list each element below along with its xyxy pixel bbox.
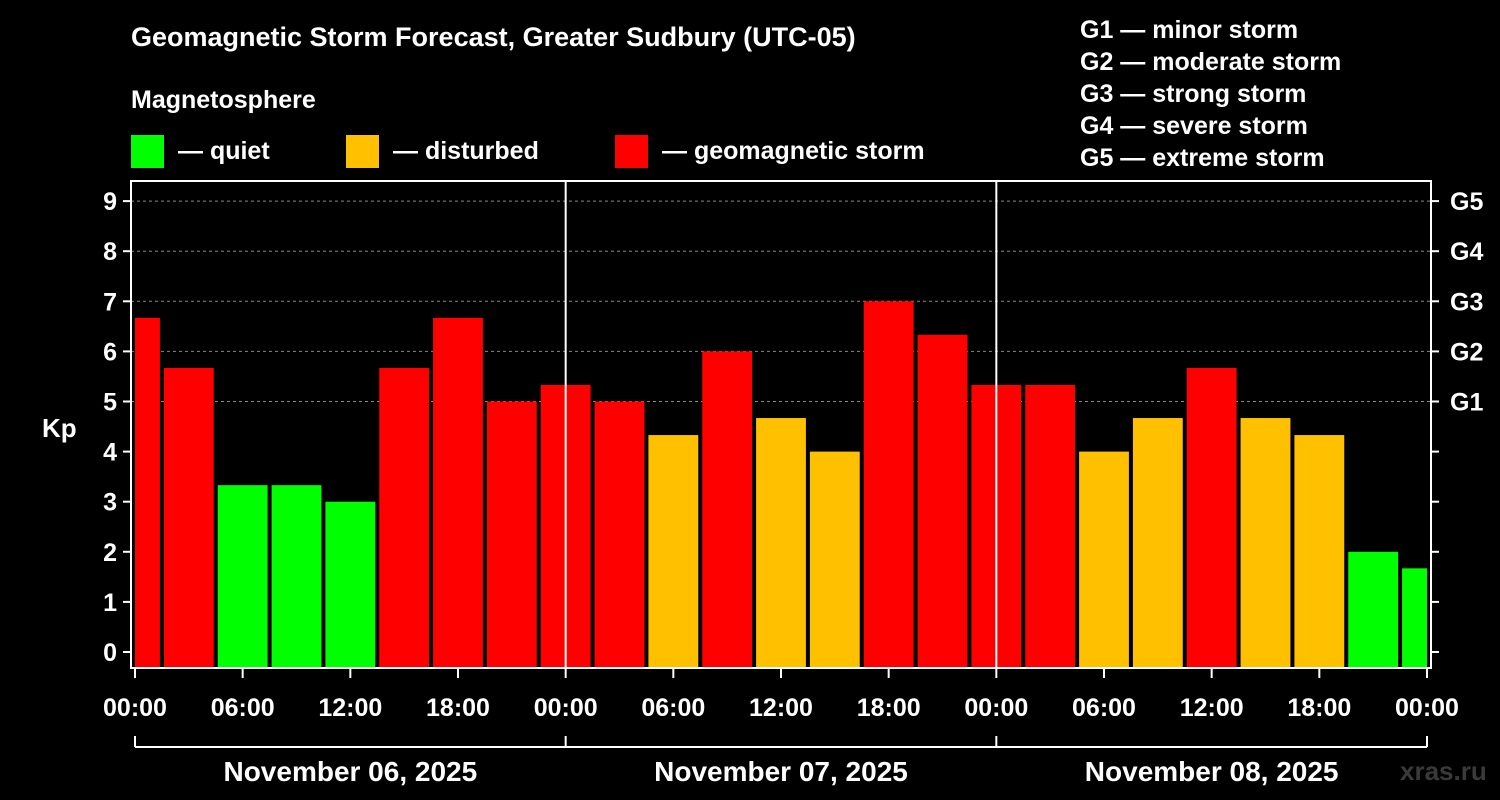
storm-scale-g1: G1 — minor storm	[1080, 16, 1299, 44]
kp-bar	[1294, 435, 1345, 668]
kp-bar	[433, 317, 483, 668]
chart-title: Geomagnetic Storm Forecast, Greater Sudb…	[131, 22, 856, 52]
legend-swatch-storm	[615, 134, 648, 168]
g-scale-label: G4	[1450, 238, 1483, 266]
g-scale-label: G5	[1450, 188, 1483, 216]
x-tick-label: 12:00	[749, 694, 813, 722]
kp-bar	[1402, 568, 1427, 668]
kp-bar	[1186, 367, 1237, 668]
kp-bar	[1079, 451, 1129, 668]
date-label: November 08, 2025	[1085, 756, 1339, 787]
y-tick-label: 7	[103, 288, 117, 316]
y-tick-label: 1	[103, 589, 117, 617]
y-tick-label: 5	[103, 389, 117, 417]
legend-heading: Magnetosphere	[131, 86, 316, 114]
legend-swatch-quiet	[131, 134, 164, 168]
y-tick-label: 0	[103, 639, 117, 667]
legend-item-disturbed: — disturbed	[346, 134, 539, 168]
y-tick-label: 9	[103, 188, 117, 216]
kp-bar	[702, 351, 753, 668]
x-tick-label: 00:00	[964, 694, 1028, 722]
kp-bar	[1240, 418, 1291, 668]
x-tick-label: 06:00	[211, 694, 275, 722]
kp-bar	[271, 485, 322, 668]
kp-bar	[809, 451, 860, 668]
legend-label-quiet: — quiet	[178, 136, 270, 165]
kp-bar	[917, 334, 968, 668]
kp-bar	[486, 401, 537, 668]
y-tick-label: 6	[103, 338, 117, 366]
watermark: xras.ru	[1400, 756, 1487, 786]
storm-scale-g5: G5 — extreme storm	[1080, 144, 1325, 172]
kp-bar	[163, 367, 214, 668]
kp-bar	[217, 485, 268, 668]
kp-bar	[863, 301, 914, 668]
date-label: November 07, 2025	[654, 756, 908, 787]
kp-bar	[648, 435, 699, 668]
legend-label-storm: — geomagnetic storm	[662, 136, 925, 165]
g-scale-label: G1	[1450, 389, 1483, 417]
g-scale-label: G3	[1450, 288, 1483, 316]
g-scale-label: G2	[1450, 338, 1483, 366]
x-tick-label: 18:00	[857, 694, 921, 722]
kp-bar	[756, 418, 806, 668]
x-tick-label: 12:00	[1180, 694, 1244, 722]
x-tick-label: 00:00	[1395, 694, 1459, 722]
y-tick-label: 4	[103, 439, 117, 467]
storm-scale-g4: G4 — severe storm	[1080, 112, 1308, 140]
kp-bar	[379, 367, 430, 668]
legend-label-disturbed: — disturbed	[393, 136, 539, 165]
y-tick-label: 3	[103, 489, 117, 517]
y-axis-label: Kp	[42, 413, 77, 443]
x-tick-label: 06:00	[1072, 694, 1136, 722]
y-tick-label: 8	[103, 238, 117, 266]
x-tick-label: 00:00	[534, 694, 598, 722]
x-tick-label: 12:00	[318, 694, 382, 722]
legend-item-quiet: — quiet	[131, 134, 270, 168]
kp-bar	[135, 317, 160, 668]
x-tick-label: 18:00	[1287, 694, 1351, 722]
kp-bar	[1132, 418, 1183, 668]
storm-scale-g2: G2 — moderate storm	[1080, 48, 1342, 76]
kp-bar	[325, 501, 376, 668]
legend-swatch-disturbed	[346, 134, 379, 168]
storm-scale-g3: G3 — strong storm	[1080, 80, 1307, 108]
storm-scale-legend: G1 — minor storm G2 — moderate storm G3 …	[1080, 14, 1341, 174]
legend-item-storm: — geomagnetic storm	[615, 134, 925, 168]
x-tick-label: 00:00	[103, 694, 167, 722]
kp-bar	[594, 401, 645, 668]
x-tick-label: 18:00	[426, 694, 490, 722]
x-tick-label: 06:00	[641, 694, 705, 722]
date-label: November 06, 2025	[223, 756, 477, 787]
y-tick-label: 2	[103, 539, 117, 567]
kp-bar	[1348, 551, 1399, 668]
kp-bar	[1025, 384, 1076, 668]
